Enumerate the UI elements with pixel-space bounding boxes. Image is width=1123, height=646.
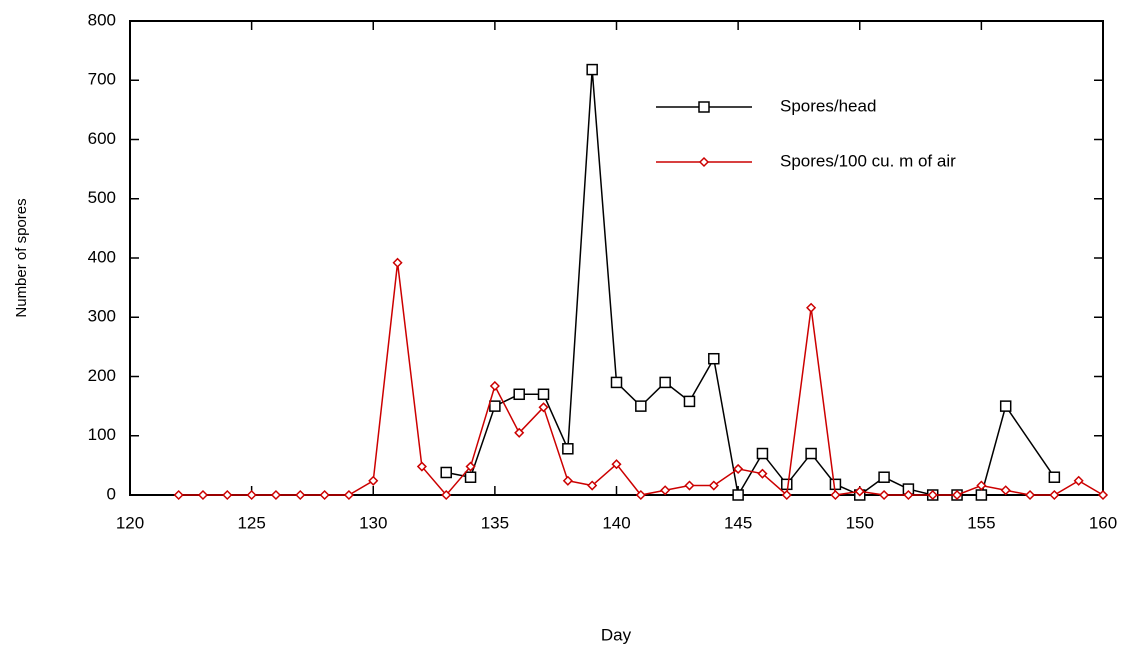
data-point: [222, 489, 233, 501]
data-point: [635, 489, 646, 501]
data-point: [270, 489, 282, 501]
data-point: [392, 257, 403, 268]
data-point: [756, 447, 769, 460]
data-point: [416, 461, 427, 472]
y-tick-label: 800: [88, 10, 116, 29]
data-point: [343, 489, 354, 501]
data-point: [440, 466, 452, 479]
data-point: [489, 400, 501, 412]
x-tick-label: 150: [846, 513, 874, 532]
data-point: [1073, 475, 1084, 486]
series-line: [178, 262, 1104, 497]
y-tick-label: 400: [88, 247, 116, 266]
data-point: [197, 489, 209, 501]
data-point: [513, 388, 525, 401]
series-line: [446, 69, 1055, 498]
data-point: [1048, 471, 1061, 483]
data-point: [879, 489, 890, 501]
data-point: [1024, 489, 1036, 501]
data-point: [733, 463, 744, 474]
y-tick-label: 100: [88, 425, 116, 444]
data-point: [878, 471, 890, 483]
x-tick-label: 125: [237, 513, 265, 532]
y-tick-label: 500: [88, 188, 116, 207]
data-point: [1049, 489, 1060, 501]
y-tick-label: 700: [88, 70, 116, 89]
data-point: [441, 489, 452, 501]
data-point: [854, 486, 865, 497]
data-point: [538, 402, 549, 413]
data-point: [246, 489, 257, 501]
data-point: [976, 480, 987, 491]
data-point: [708, 480, 719, 491]
legend-marker: [698, 156, 710, 168]
data-point: [586, 63, 598, 76]
data-point: [1000, 485, 1011, 496]
data-point: [587, 480, 598, 491]
data-point: [903, 489, 914, 501]
data-point: [975, 489, 988, 501]
data-point: [999, 400, 1012, 412]
data-point: [562, 475, 573, 486]
y-tick-label: 300: [88, 307, 116, 326]
data-point: [951, 489, 963, 501]
legend-marker: [698, 101, 710, 113]
data-point: [684, 480, 695, 491]
data-point: [829, 478, 842, 491]
data-point: [368, 475, 379, 486]
data-point: [683, 395, 696, 408]
data-point: [611, 459, 622, 470]
data-point: [732, 489, 744, 501]
data-point: [489, 380, 500, 392]
y-tick-label: 0: [107, 484, 116, 503]
x-tick-label: 160: [1089, 513, 1117, 532]
x-axis-label: Day: [601, 625, 632, 644]
y-tick-label: 200: [88, 366, 116, 385]
data-point: [781, 478, 793, 491]
data-point: [805, 447, 817, 460]
data-point: [464, 471, 477, 483]
data-point: [830, 489, 841, 501]
y-axis-label: Number of spores: [13, 198, 30, 317]
data-point: [927, 489, 938, 501]
data-point: [537, 388, 550, 401]
data-point: [610, 376, 623, 389]
data-point: [659, 376, 671, 389]
plot-frame: [129, 20, 1104, 496]
data-point: [635, 400, 647, 412]
x-tick-label: 130: [359, 513, 387, 532]
x-tick-label: 135: [481, 513, 509, 532]
x-tick-label: 155: [967, 513, 995, 532]
data-point: [465, 461, 476, 472]
data-point: [173, 489, 184, 501]
y-tick-label: 600: [88, 129, 116, 148]
x-tick-label: 140: [602, 513, 630, 532]
data-point: [562, 443, 574, 455]
data-point: [319, 489, 330, 501]
data-point: [1097, 489, 1109, 501]
data-point: [708, 352, 720, 365]
data-point: [806, 302, 817, 313]
legend-label: Spores/100 cu. m of air: [780, 151, 956, 170]
x-tick-label: 145: [724, 513, 752, 532]
data-point: [295, 489, 306, 501]
data-point: [781, 489, 792, 501]
data-point: [757, 468, 768, 479]
data-point: [514, 427, 525, 438]
legend-label: Spores/head: [780, 96, 876, 115]
data-point: [660, 485, 671, 496]
x-tick-label: 120: [116, 513, 144, 532]
